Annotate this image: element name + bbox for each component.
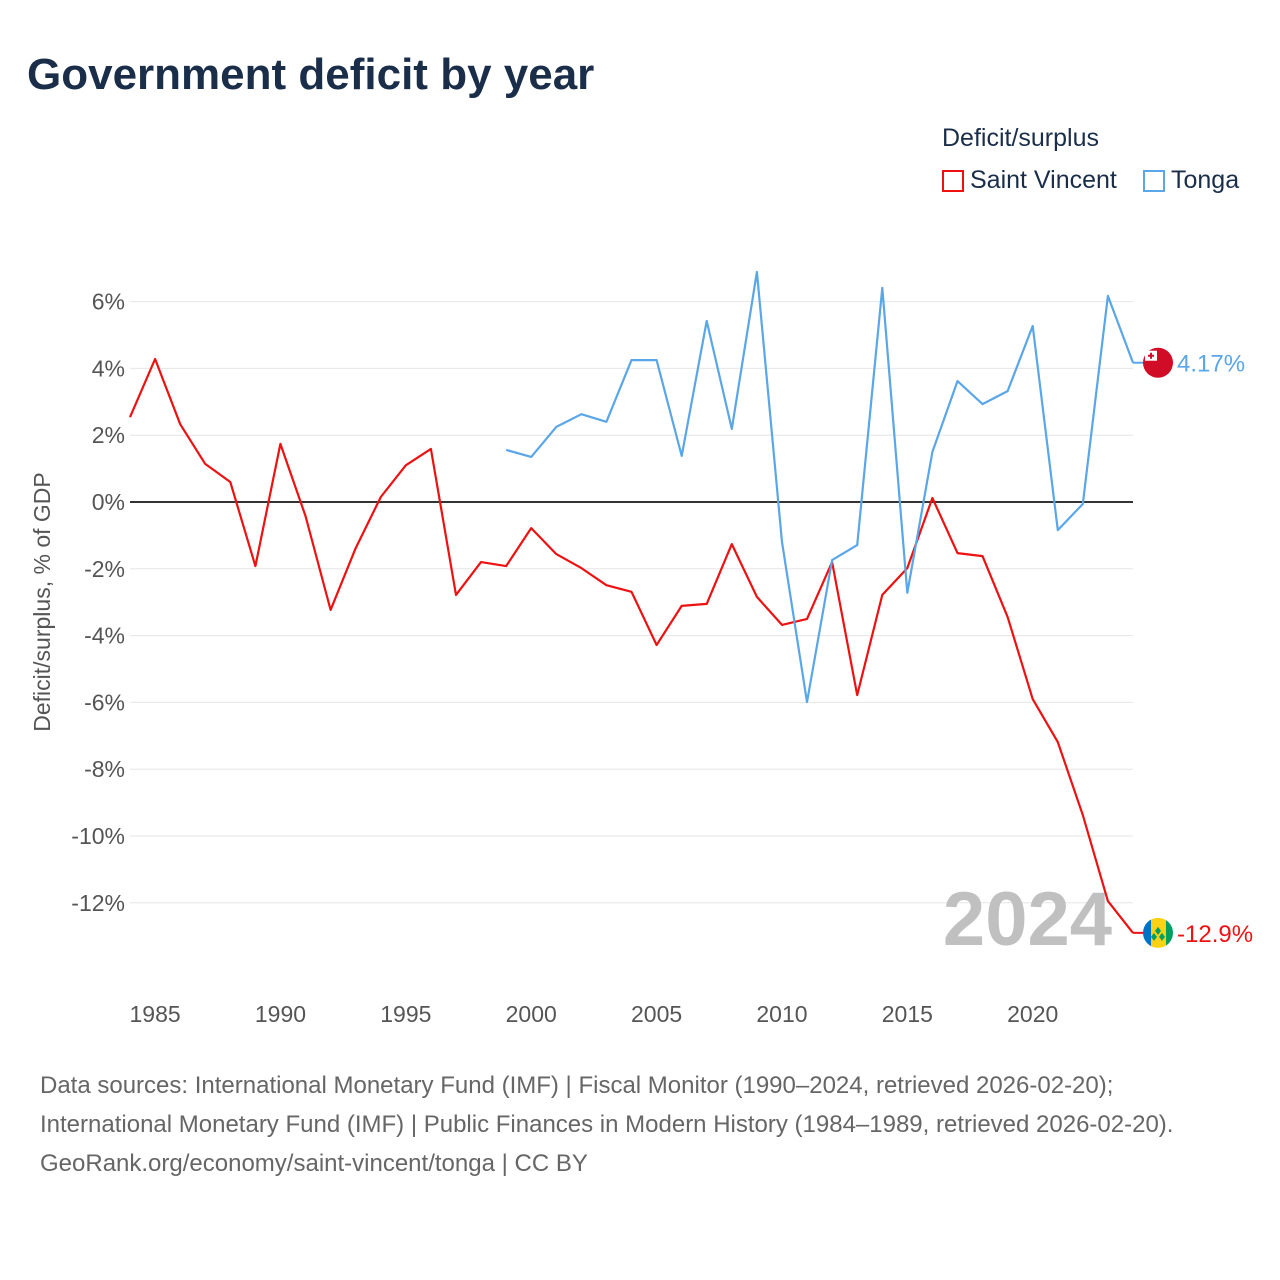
y-tick-label: -8% — [84, 756, 125, 782]
legend-item-saint-vincent[interactable]: Saint Vincent — [942, 166, 1117, 195]
data-sources: Data sources: International Monetary Fun… — [40, 1072, 1174, 1138]
y-tick-label: 2% — [92, 422, 125, 448]
y-tick-label: 4% — [92, 355, 125, 381]
legend-swatch — [1143, 169, 1165, 192]
end-value-label: -12.9% — [1177, 921, 1253, 948]
y-tick-label: -4% — [84, 623, 125, 649]
x-tick-label: 2010 — [756, 1001, 807, 1027]
footer: Data sources: International Monetary Fun… — [40, 1066, 1240, 1183]
source-link[interactable]: GeoRank.org/economy/saint-vincent/tonga … — [40, 1150, 588, 1177]
legend-title: Deficit/surplus — [942, 124, 1099, 152]
line-chart: 6% 4% 2% 0% -2% -4% -6% -8% -10% -12% 1985 1990 1995… — [29, 270, 1253, 1027]
year-watermark: 2024 — [943, 877, 1112, 962]
y-axis-label: Deficit/surplus, % of GDP — [29, 472, 55, 731]
saint-vincent-flag-icon — [1143, 917, 1173, 948]
y-tick-label: 6% — [92, 289, 125, 315]
series-line-tonga — [505, 270, 1135, 704]
y-tick-label: -6% — [84, 689, 125, 715]
series-line-saint-vincent — [128, 357, 1134, 934]
end-value-label: 4.17% — [1177, 351, 1245, 378]
legend-label: Saint Vincent — [970, 166, 1117, 194]
x-tick-label: 2020 — [1007, 1001, 1058, 1027]
legend-label: Tonga — [1171, 166, 1240, 194]
x-tick-label: 2015 — [882, 1001, 933, 1027]
y-tick-label: -2% — [84, 556, 125, 582]
legend-swatch — [942, 169, 964, 192]
chart-title: Government deficit by year — [27, 50, 595, 99]
tonga-flag-icon — [1143, 347, 1173, 378]
x-tick-label: 1990 — [255, 1001, 306, 1027]
x-tick-label: 2000 — [506, 1001, 557, 1027]
y-tick-label: -12% — [71, 890, 125, 916]
y-tick-label: 0% — [92, 489, 125, 515]
x-tick-label: 2005 — [631, 1001, 682, 1027]
legend-item-tonga[interactable]: Tonga — [1143, 166, 1239, 195]
x-tick-label: 1995 — [380, 1001, 431, 1027]
x-tick-label: 1985 — [129, 1001, 180, 1027]
y-tick-label: -10% — [71, 823, 125, 849]
